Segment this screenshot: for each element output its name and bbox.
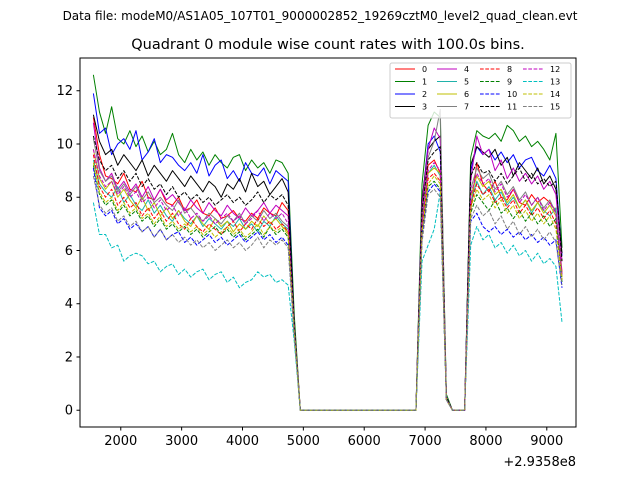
x-tick-label: 6000 — [348, 434, 381, 449]
legend-label-14: 14 — [550, 90, 560, 99]
y-tick-label: 10 — [56, 137, 73, 152]
legend-label-1: 1 — [422, 78, 427, 87]
x-tick-label: 8000 — [469, 434, 502, 449]
y-tick-label: 8 — [65, 191, 73, 206]
y-axis: 0 2 4 6 8 10 12 — [56, 84, 80, 419]
legend-label-0: 0 — [422, 65, 427, 74]
x-tick-label: 9000 — [530, 434, 563, 449]
series-line-9 — [92, 165, 563, 411]
x-tick-label: 4000 — [226, 434, 259, 449]
legend-label-12: 12 — [550, 65, 560, 74]
chart-title: Quadrant 0 module wise count rates with … — [131, 37, 525, 53]
plot-area — [92, 74, 563, 411]
legend-label-15: 15 — [550, 103, 560, 112]
y-tick-label: 6 — [65, 244, 73, 259]
x-axis: 2000 3000 4000 5000 6000 7000 8000 9000 — [104, 427, 563, 449]
legend-box — [389, 62, 572, 119]
y-tick-label: 0 — [65, 404, 73, 419]
series-line-15 — [92, 175, 563, 411]
x-tick-label: 2000 — [104, 434, 137, 449]
legend-label-11: 11 — [507, 103, 517, 112]
legend-label-3: 3 — [422, 103, 427, 112]
y-tick-label: 12 — [56, 84, 73, 99]
legend-label-7: 7 — [464, 103, 469, 112]
axes-frame — [79, 57, 577, 428]
x-tick-label: 7000 — [409, 434, 442, 449]
legend-label-8: 8 — [507, 65, 512, 74]
legend-label-4: 4 — [464, 65, 469, 74]
x-tick-label: 5000 — [287, 434, 320, 449]
x-tick-label: 3000 — [165, 434, 198, 449]
legend-label-5: 5 — [464, 78, 469, 87]
legend-label-6: 6 — [464, 90, 469, 99]
series-line-11 — [92, 135, 563, 411]
legend-label-9: 9 — [507, 78, 512, 87]
legend-label-13: 13 — [550, 78, 560, 87]
legend-label-10: 10 — [507, 90, 517, 99]
legend-label-2: 2 — [422, 90, 427, 99]
y-tick-label: 4 — [65, 297, 73, 312]
x-offset-label: +2.9358e8 — [503, 455, 576, 470]
y-tick-label: 2 — [65, 350, 73, 365]
figure-suptitle: Data file: modeM0/AS1A05_107T01_90000028… — [63, 9, 578, 23]
